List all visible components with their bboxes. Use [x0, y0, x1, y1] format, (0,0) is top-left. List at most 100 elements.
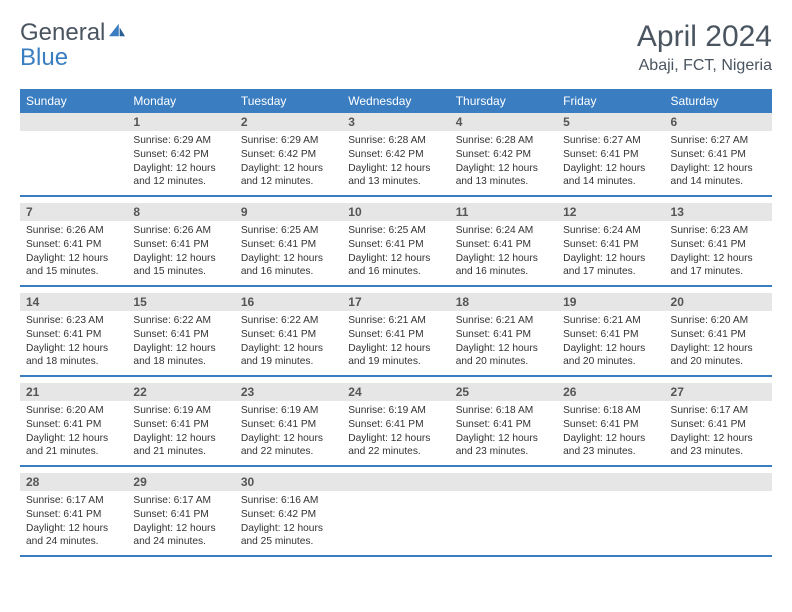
title-block: April 2024 Abaji, FCT, Nigeria [637, 20, 772, 75]
day-number: 11 [450, 203, 557, 221]
sunset-text: Sunset: 6:41 PM [348, 328, 443, 342]
day-number: 1 [127, 113, 234, 131]
sunset-text: Sunset: 6:42 PM [456, 148, 551, 162]
day-cell: 13Sunrise: 6:23 AMSunset: 6:41 PMDayligh… [665, 203, 772, 285]
weekday-monday: Monday [127, 89, 234, 113]
day-number: 5 [557, 113, 664, 131]
daylight-text: Daylight: 12 hours and 16 minutes. [348, 252, 443, 280]
sunset-text: Sunset: 6:42 PM [133, 148, 228, 162]
week-row: 21Sunrise: 6:20 AMSunset: 6:41 PMDayligh… [20, 383, 772, 467]
day-cell: 12Sunrise: 6:24 AMSunset: 6:41 PMDayligh… [557, 203, 664, 285]
daylight-text: Daylight: 12 hours and 17 minutes. [563, 252, 658, 280]
day-number: 28 [20, 473, 127, 491]
day-content: Sunrise: 6:21 AMSunset: 6:41 PMDaylight:… [450, 311, 557, 374]
sunset-text: Sunset: 6:42 PM [241, 148, 336, 162]
day-content: Sunrise: 6:19 AMSunset: 6:41 PMDaylight:… [235, 401, 342, 464]
sunrise-text: Sunrise: 6:21 AM [348, 314, 443, 328]
sunrise-text: Sunrise: 6:21 AM [456, 314, 551, 328]
sunset-text: Sunset: 6:41 PM [671, 238, 766, 252]
day-number: 29 [127, 473, 234, 491]
sunrise-text: Sunrise: 6:19 AM [133, 404, 228, 418]
day-number: 7 [20, 203, 127, 221]
day-content: Sunrise: 6:29 AMSunset: 6:42 PMDaylight:… [127, 131, 234, 194]
empty-day-strip [450, 473, 557, 491]
day-cell: 3Sunrise: 6:28 AMSunset: 6:42 PMDaylight… [342, 113, 449, 195]
empty-day-strip [665, 473, 772, 491]
day-content: Sunrise: 6:20 AMSunset: 6:41 PMDaylight:… [20, 401, 127, 464]
sunrise-text: Sunrise: 6:19 AM [348, 404, 443, 418]
day-cell: 18Sunrise: 6:21 AMSunset: 6:41 PMDayligh… [450, 293, 557, 375]
empty-day-strip [20, 113, 127, 131]
daylight-text: Daylight: 12 hours and 23 minutes. [456, 432, 551, 460]
day-content: Sunrise: 6:25 AMSunset: 6:41 PMDaylight:… [342, 221, 449, 284]
daylight-text: Daylight: 12 hours and 17 minutes. [671, 252, 766, 280]
sunset-text: Sunset: 6:41 PM [563, 148, 658, 162]
sunset-text: Sunset: 6:41 PM [348, 238, 443, 252]
weekday-header-row: Sunday Monday Tuesday Wednesday Thursday… [20, 89, 772, 113]
daylight-text: Daylight: 12 hours and 20 minutes. [671, 342, 766, 370]
day-content: Sunrise: 6:20 AMSunset: 6:41 PMDaylight:… [665, 311, 772, 374]
sunset-text: Sunset: 6:41 PM [241, 328, 336, 342]
day-content: Sunrise: 6:18 AMSunset: 6:41 PMDaylight:… [450, 401, 557, 464]
day-content: Sunrise: 6:26 AMSunset: 6:41 PMDaylight:… [127, 221, 234, 284]
daylight-text: Daylight: 12 hours and 23 minutes. [563, 432, 658, 460]
sunrise-text: Sunrise: 6:26 AM [133, 224, 228, 238]
daylight-text: Daylight: 12 hours and 24 minutes. [133, 522, 228, 550]
day-cell: 6Sunrise: 6:27 AMSunset: 6:41 PMDaylight… [665, 113, 772, 195]
daylight-text: Daylight: 12 hours and 22 minutes. [348, 432, 443, 460]
sunset-text: Sunset: 6:42 PM [348, 148, 443, 162]
sunrise-text: Sunrise: 6:17 AM [133, 494, 228, 508]
day-number: 12 [557, 203, 664, 221]
day-cell: 20Sunrise: 6:20 AMSunset: 6:41 PMDayligh… [665, 293, 772, 375]
day-number: 19 [557, 293, 664, 311]
day-cell [557, 473, 664, 555]
day-number: 2 [235, 113, 342, 131]
day-content: Sunrise: 6:27 AMSunset: 6:41 PMDaylight:… [557, 131, 664, 194]
day-content: Sunrise: 6:27 AMSunset: 6:41 PMDaylight:… [665, 131, 772, 194]
empty-day-strip [342, 473, 449, 491]
day-number: 21 [20, 383, 127, 401]
day-number: 8 [127, 203, 234, 221]
sunset-text: Sunset: 6:41 PM [26, 238, 121, 252]
day-number: 27 [665, 383, 772, 401]
day-content: Sunrise: 6:22 AMSunset: 6:41 PMDaylight:… [235, 311, 342, 374]
day-content: Sunrise: 6:21 AMSunset: 6:41 PMDaylight:… [557, 311, 664, 374]
daylight-text: Daylight: 12 hours and 16 minutes. [456, 252, 551, 280]
day-cell: 28Sunrise: 6:17 AMSunset: 6:41 PMDayligh… [20, 473, 127, 555]
sunset-text: Sunset: 6:41 PM [241, 418, 336, 432]
day-number: 15 [127, 293, 234, 311]
day-cell: 21Sunrise: 6:20 AMSunset: 6:41 PMDayligh… [20, 383, 127, 465]
day-number: 24 [342, 383, 449, 401]
weekday-tuesday: Tuesday [235, 89, 342, 113]
sunset-text: Sunset: 6:41 PM [456, 238, 551, 252]
day-cell: 15Sunrise: 6:22 AMSunset: 6:41 PMDayligh… [127, 293, 234, 375]
day-content: Sunrise: 6:28 AMSunset: 6:42 PMDaylight:… [342, 131, 449, 194]
day-cell: 29Sunrise: 6:17 AMSunset: 6:41 PMDayligh… [127, 473, 234, 555]
brand-logo: GeneralBlue [20, 20, 127, 70]
weekday-sunday: Sunday [20, 89, 127, 113]
sunrise-text: Sunrise: 6:17 AM [671, 404, 766, 418]
day-number: 23 [235, 383, 342, 401]
day-cell: 19Sunrise: 6:21 AMSunset: 6:41 PMDayligh… [557, 293, 664, 375]
day-cell: 16Sunrise: 6:22 AMSunset: 6:41 PMDayligh… [235, 293, 342, 375]
day-content: Sunrise: 6:23 AMSunset: 6:41 PMDaylight:… [20, 311, 127, 374]
day-number: 6 [665, 113, 772, 131]
sunset-text: Sunset: 6:41 PM [671, 418, 766, 432]
day-content: Sunrise: 6:24 AMSunset: 6:41 PMDaylight:… [450, 221, 557, 284]
sunset-text: Sunset: 6:41 PM [26, 508, 121, 522]
day-cell [450, 473, 557, 555]
sunrise-text: Sunrise: 6:19 AM [241, 404, 336, 418]
daylight-text: Daylight: 12 hours and 20 minutes. [456, 342, 551, 370]
day-content: Sunrise: 6:28 AMSunset: 6:42 PMDaylight:… [450, 131, 557, 194]
week-row: 7Sunrise: 6:26 AMSunset: 6:41 PMDaylight… [20, 203, 772, 287]
weekday-friday: Friday [557, 89, 664, 113]
day-cell: 7Sunrise: 6:26 AMSunset: 6:41 PMDaylight… [20, 203, 127, 285]
day-number: 14 [20, 293, 127, 311]
day-cell [20, 113, 127, 195]
week-row: 1Sunrise: 6:29 AMSunset: 6:42 PMDaylight… [20, 113, 772, 197]
location: Abaji, FCT, Nigeria [637, 57, 772, 75]
sunrise-text: Sunrise: 6:28 AM [348, 134, 443, 148]
day-number: 20 [665, 293, 772, 311]
daylight-text: Daylight: 12 hours and 12 minutes. [241, 162, 336, 190]
day-number: 17 [342, 293, 449, 311]
